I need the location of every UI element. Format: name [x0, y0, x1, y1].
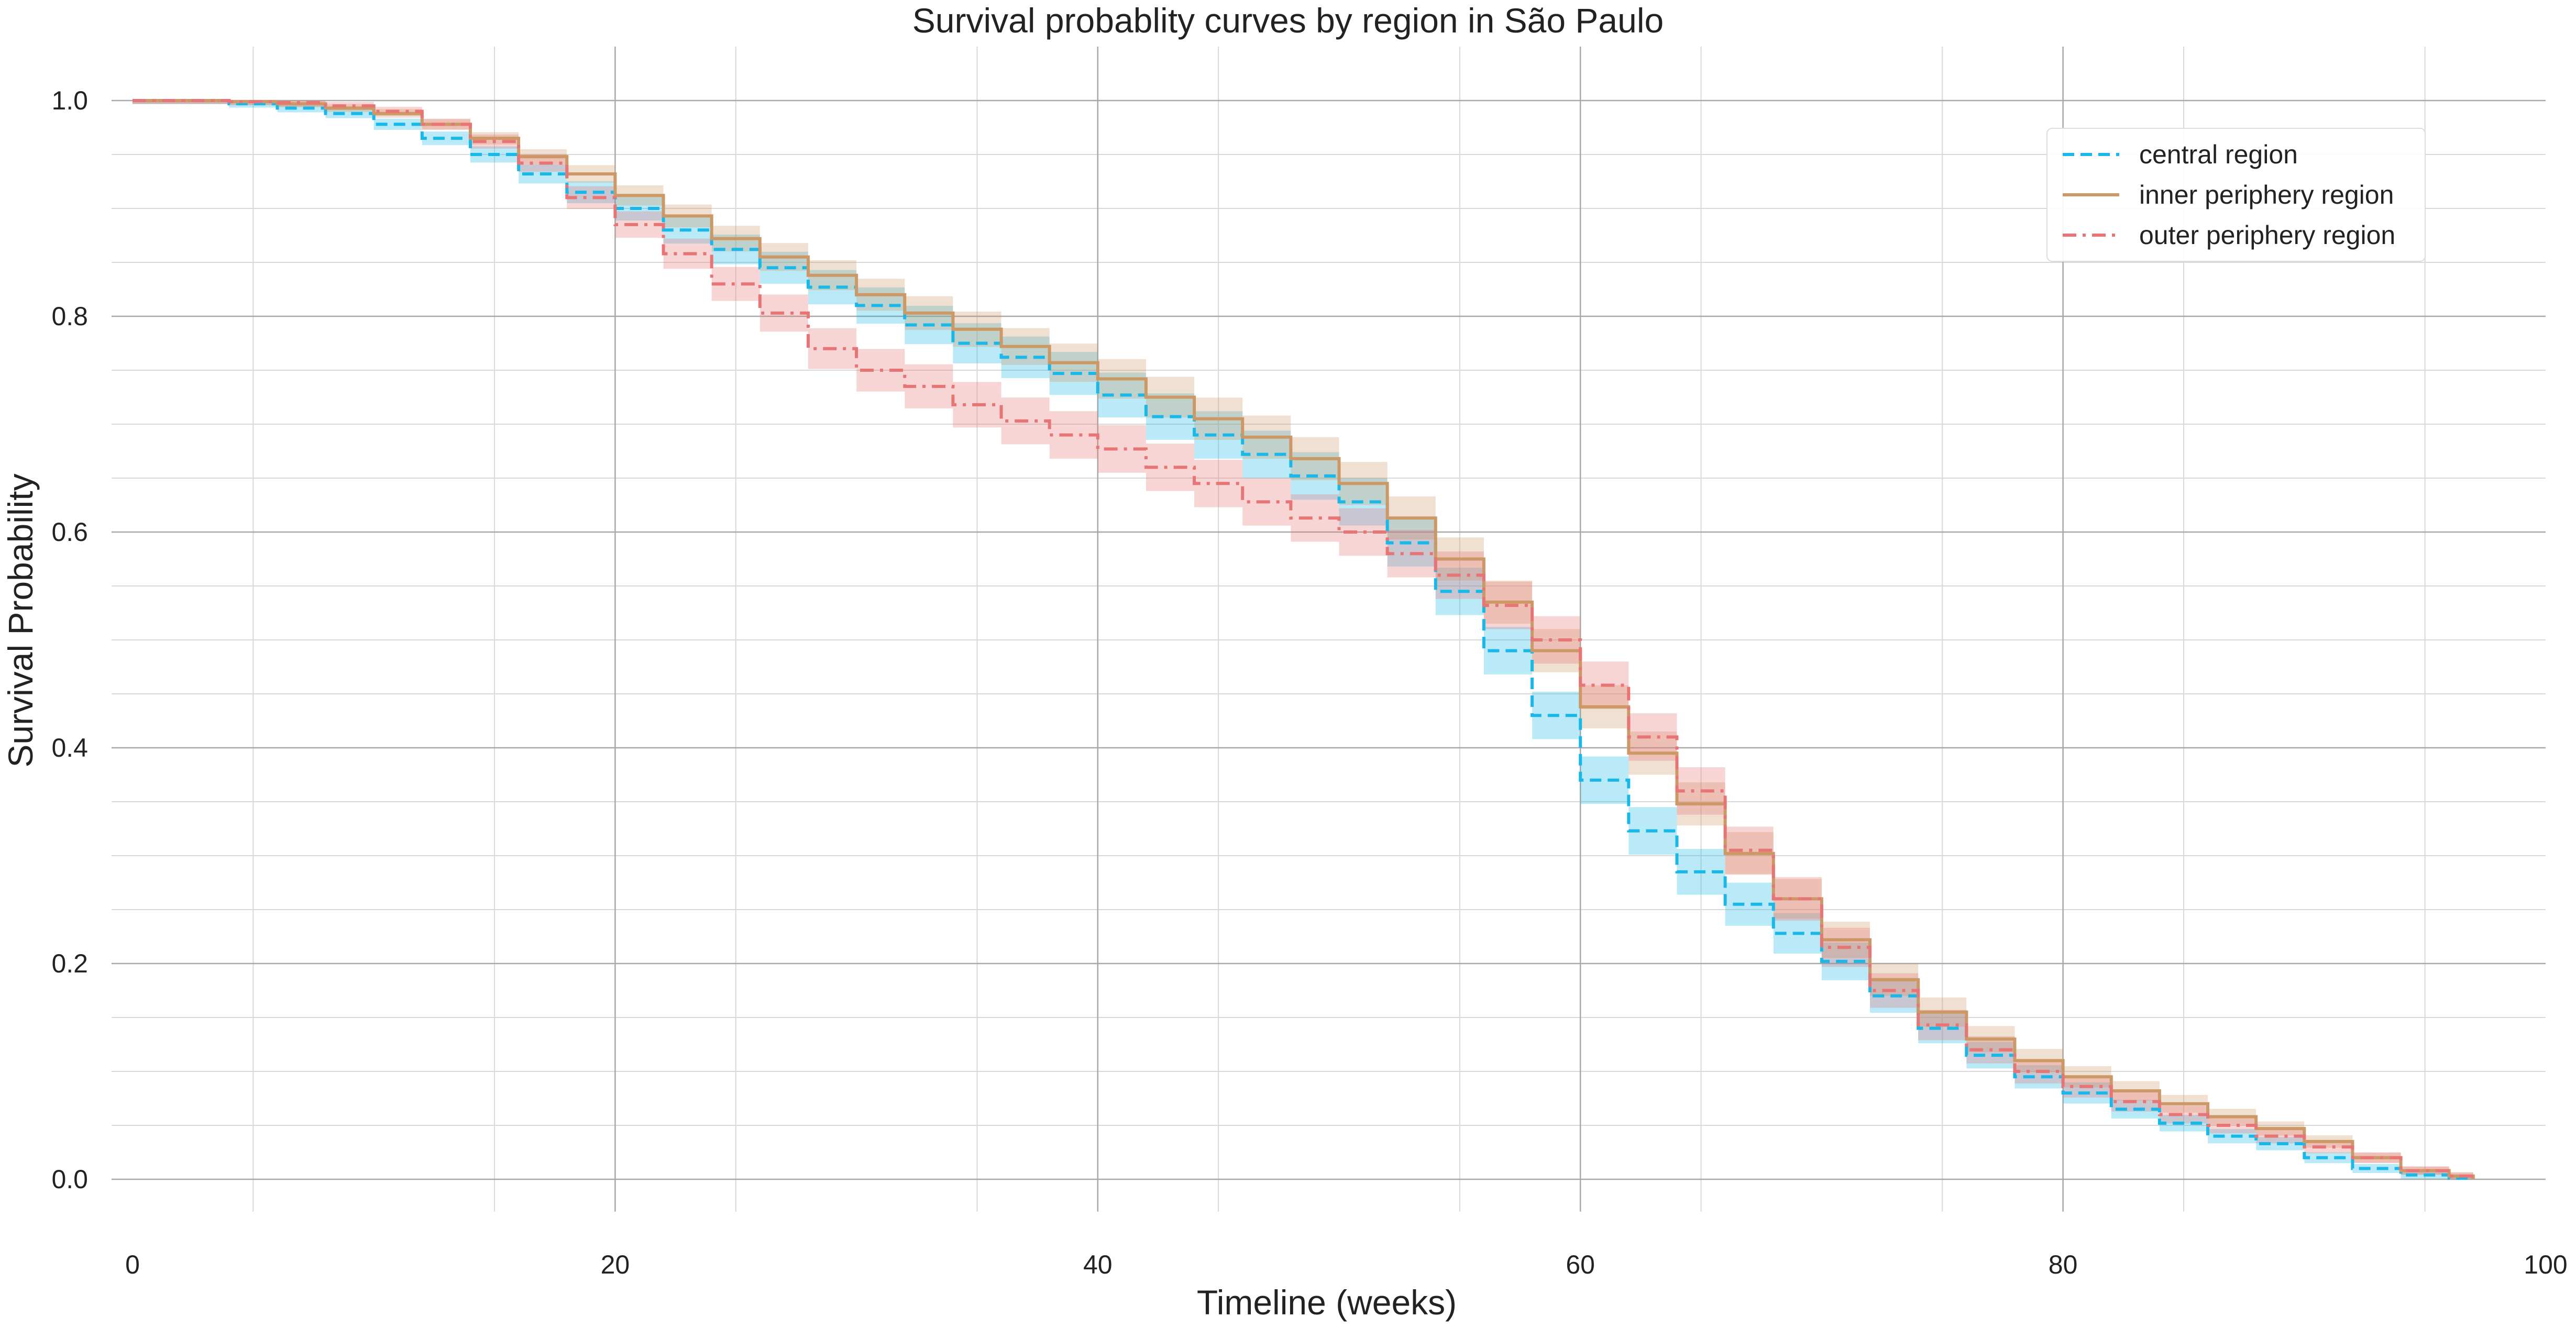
survival-line-3 [133, 99, 2475, 1179]
x-tick-label: 40 [1083, 1250, 1113, 1279]
x-tick-label: 100 [2524, 1250, 2567, 1279]
survival-lines [133, 99, 2475, 1180]
legend: central region inner periphery region oute… [2046, 128, 2426, 262]
x-tick-label: 80 [2049, 1250, 2078, 1279]
y-axis-ticks: 0.0 0.2 0.4 0.6 0.8 1.0 [51, 86, 88, 1194]
legend-label: outer periphery region [2139, 220, 2395, 250]
legend-box [2046, 128, 2426, 262]
y-tick-label: 0.6 [51, 517, 88, 547]
legend-label: inner periphery region [2139, 180, 2394, 209]
x-tick-label: 0 [125, 1250, 140, 1279]
minor-gridlines [112, 47, 2546, 1212]
x-axis-label: Timeline (weeks) [1197, 1283, 1457, 1322]
y-tick-label: 0.0 [51, 1165, 88, 1194]
legend-label: central region [2139, 140, 2298, 169]
major-gridlines [112, 47, 2546, 1212]
x-axis-ticks: 0 20 40 60 80 100 [125, 1250, 2568, 1279]
y-axis-label: Survival Probability [1, 473, 40, 767]
y-tick-label: 0.8 [51, 302, 88, 331]
survival-line-1 [133, 99, 2475, 1180]
y-tick-label: 0.4 [51, 733, 88, 762]
y-tick-label: 0.2 [51, 949, 88, 978]
chart-title: Survival probablity curves by region in … [912, 1, 1664, 40]
y-tick-label: 1.0 [51, 86, 88, 115]
x-tick-label: 60 [1566, 1250, 1595, 1279]
x-tick-label: 20 [601, 1250, 630, 1279]
